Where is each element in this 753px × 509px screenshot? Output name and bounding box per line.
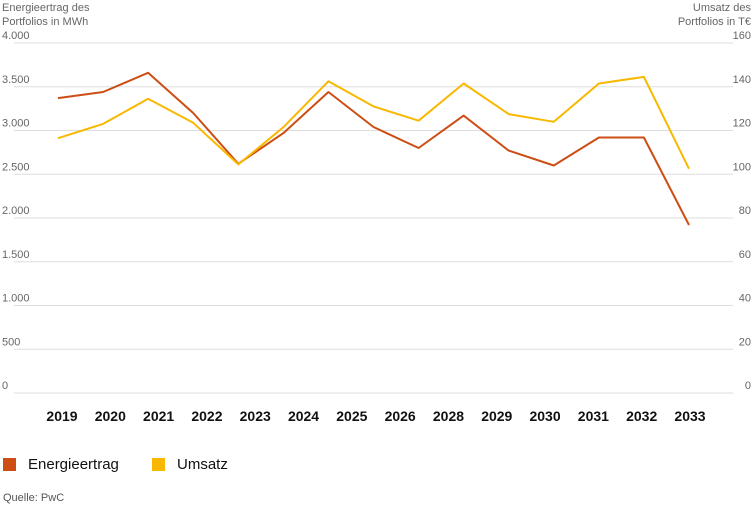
- y-right-tick-label: 40: [739, 293, 751, 305]
- x-tick-label: 2022: [191, 408, 222, 424]
- legend-swatch-umsatz: [152, 458, 165, 471]
- legend-label-umsatz: Umsatz: [177, 456, 228, 473]
- y-left-tick-label: 2.500: [2, 161, 30, 173]
- x-tick-label: 2026: [385, 408, 416, 424]
- y-axis-right-title-line2: Portfolios in T€: [677, 16, 751, 28]
- y-right-tick-label: 160: [733, 30, 751, 42]
- y-right-tick-label: 0: [745, 380, 751, 392]
- x-tick-label: 2030: [529, 408, 560, 424]
- x-tick-label: 2033: [674, 408, 705, 424]
- y-left-tick-label: 500: [2, 336, 20, 348]
- y-left-tick-label: 0: [2, 380, 8, 392]
- y-axis-right-title-line1: Umsatz des: [692, 2, 751, 14]
- source-note: Quelle: PwC: [3, 492, 65, 504]
- y-axis-left-title-line2: Portfolios in MWh: [2, 16, 89, 28]
- y-left-tick-label: 3.500: [2, 74, 30, 86]
- y-right-tick-label: 100: [733, 161, 751, 173]
- y-right-tick-label: 80: [739, 205, 751, 217]
- line-chart: 4.000 3.500 3.000 2.500 2.000 1.500 1.000 500 0 1…: [2, 30, 751, 424]
- x-tick-label: 2031: [578, 408, 609, 424]
- y-axis-left-title: Energieertrag des Portfolios in MWh: [2, 1, 89, 29]
- y-right-tick-label: 140: [733, 74, 751, 86]
- y-axis-left-title-line1: Energieertrag des: [2, 2, 90, 14]
- x-tick-label: 2020: [95, 408, 126, 424]
- y-axis-right-title: Umsatz des Portfolios in T€: [678, 1, 751, 29]
- x-tick-label: 2019: [46, 408, 77, 424]
- series-line-energieertrag: [57, 71, 690, 226]
- x-tick-label: 2028: [433, 408, 464, 424]
- y-left-tick-label: 1.500: [2, 249, 30, 261]
- legend-item-energieertrag[interactable]: Energieertrag: [3, 456, 119, 473]
- x-tick-label: 2032: [626, 408, 657, 424]
- legend-swatch-energieertrag: [3, 458, 16, 471]
- x-tick-label: 2023: [240, 408, 271, 424]
- y-right-tick-label: 60: [739, 249, 751, 261]
- y-left-tick-label: 2.000: [2, 205, 30, 217]
- x-tick-label: 2029: [481, 408, 512, 424]
- x-tick-label: 2024: [288, 408, 319, 424]
- legend-label-energieertrag: Energieertrag: [28, 456, 119, 473]
- y-left-tick-label: 4.000: [2, 30, 30, 42]
- x-tick-label: 2025: [336, 408, 367, 424]
- series-line-umsatz: [57, 75, 690, 170]
- y-left-tick-label: 1.000: [2, 293, 30, 305]
- x-tick-label: 2021: [143, 408, 174, 424]
- y-left-tick-label: 3.000: [2, 118, 30, 130]
- legend-item-umsatz[interactable]: Umsatz: [152, 456, 228, 473]
- y-right-tick-label: 120: [733, 118, 751, 130]
- y-right-tick-label: 20: [739, 336, 751, 348]
